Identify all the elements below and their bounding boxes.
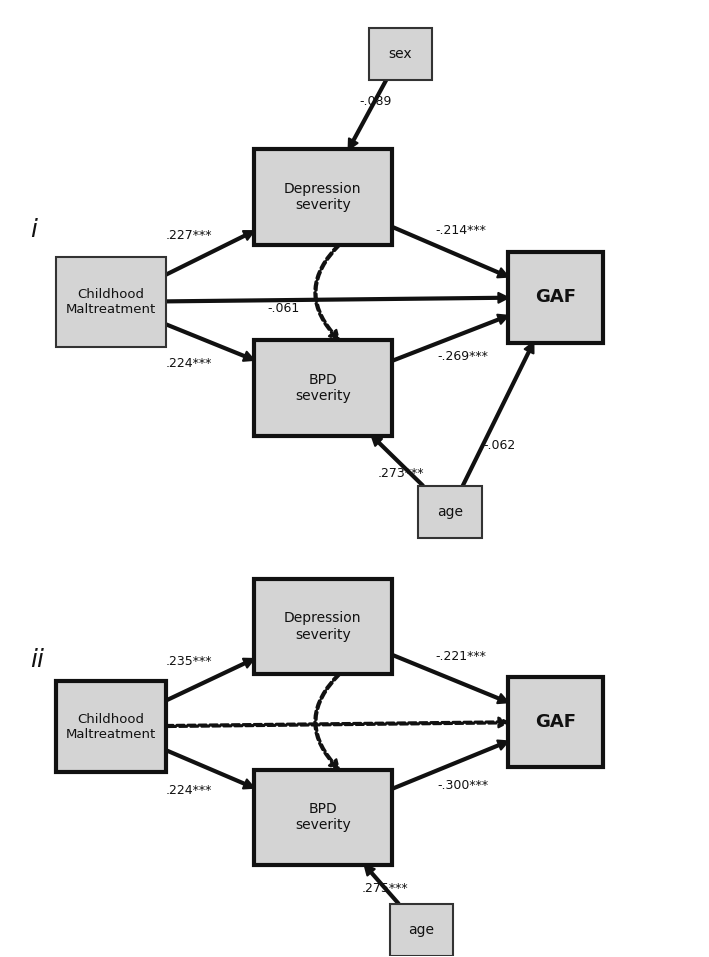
Text: -.269***: -.269*** bbox=[437, 350, 488, 363]
Text: -.214***: -.214*** bbox=[435, 224, 486, 237]
FancyArrowPatch shape bbox=[165, 323, 254, 361]
Text: BPD
severity: BPD severity bbox=[295, 802, 350, 833]
Text: ii: ii bbox=[30, 648, 44, 672]
Text: -.061: -.061 bbox=[268, 302, 300, 315]
FancyArrowPatch shape bbox=[364, 865, 399, 904]
FancyArrowPatch shape bbox=[165, 749, 254, 789]
FancyArrowPatch shape bbox=[349, 79, 387, 149]
Text: GAF: GAF bbox=[535, 713, 576, 731]
Text: .224***: .224*** bbox=[165, 358, 212, 370]
Text: age: age bbox=[437, 505, 463, 519]
Text: Childhood
Maltreatment: Childhood Maltreatment bbox=[66, 713, 156, 741]
Text: .275***: .275*** bbox=[362, 882, 408, 896]
Text: .224***: .224*** bbox=[165, 784, 212, 797]
Text: -.221***: -.221*** bbox=[435, 651, 486, 663]
FancyBboxPatch shape bbox=[390, 903, 453, 956]
FancyArrowPatch shape bbox=[165, 658, 254, 701]
FancyBboxPatch shape bbox=[254, 579, 391, 674]
Text: Childhood
Maltreatment: Childhood Maltreatment bbox=[66, 288, 156, 316]
FancyArrowPatch shape bbox=[314, 674, 340, 769]
Text: .235***: .235*** bbox=[165, 656, 212, 668]
FancyBboxPatch shape bbox=[56, 256, 166, 347]
Text: age: age bbox=[408, 923, 435, 937]
FancyBboxPatch shape bbox=[508, 252, 603, 343]
FancyArrowPatch shape bbox=[166, 718, 508, 727]
FancyArrowPatch shape bbox=[391, 315, 508, 362]
FancyArrowPatch shape bbox=[165, 231, 254, 276]
Text: i: i bbox=[30, 218, 37, 242]
FancyBboxPatch shape bbox=[254, 769, 391, 865]
FancyArrowPatch shape bbox=[462, 343, 533, 486]
FancyBboxPatch shape bbox=[508, 677, 603, 768]
FancyBboxPatch shape bbox=[254, 149, 391, 245]
FancyBboxPatch shape bbox=[56, 681, 166, 772]
Text: Depression
severity: Depression severity bbox=[284, 182, 362, 212]
Text: BPD
severity: BPD severity bbox=[295, 372, 350, 403]
Text: -.300***: -.300*** bbox=[437, 779, 488, 792]
FancyBboxPatch shape bbox=[369, 28, 432, 80]
FancyArrowPatch shape bbox=[391, 654, 508, 703]
FancyArrowPatch shape bbox=[391, 741, 508, 790]
Text: GAF: GAF bbox=[535, 288, 576, 306]
Text: .273***: .273*** bbox=[377, 467, 424, 480]
Text: .227***: .227*** bbox=[165, 229, 212, 242]
Text: Depression
severity: Depression severity bbox=[284, 612, 362, 641]
Text: -.089: -.089 bbox=[359, 95, 392, 108]
Text: sex: sex bbox=[389, 47, 412, 61]
FancyArrowPatch shape bbox=[391, 226, 508, 278]
FancyBboxPatch shape bbox=[418, 485, 481, 538]
FancyBboxPatch shape bbox=[254, 340, 391, 435]
Text: -.062: -.062 bbox=[483, 438, 515, 452]
FancyArrowPatch shape bbox=[314, 244, 340, 340]
FancyArrowPatch shape bbox=[166, 293, 508, 302]
FancyArrowPatch shape bbox=[372, 435, 424, 486]
